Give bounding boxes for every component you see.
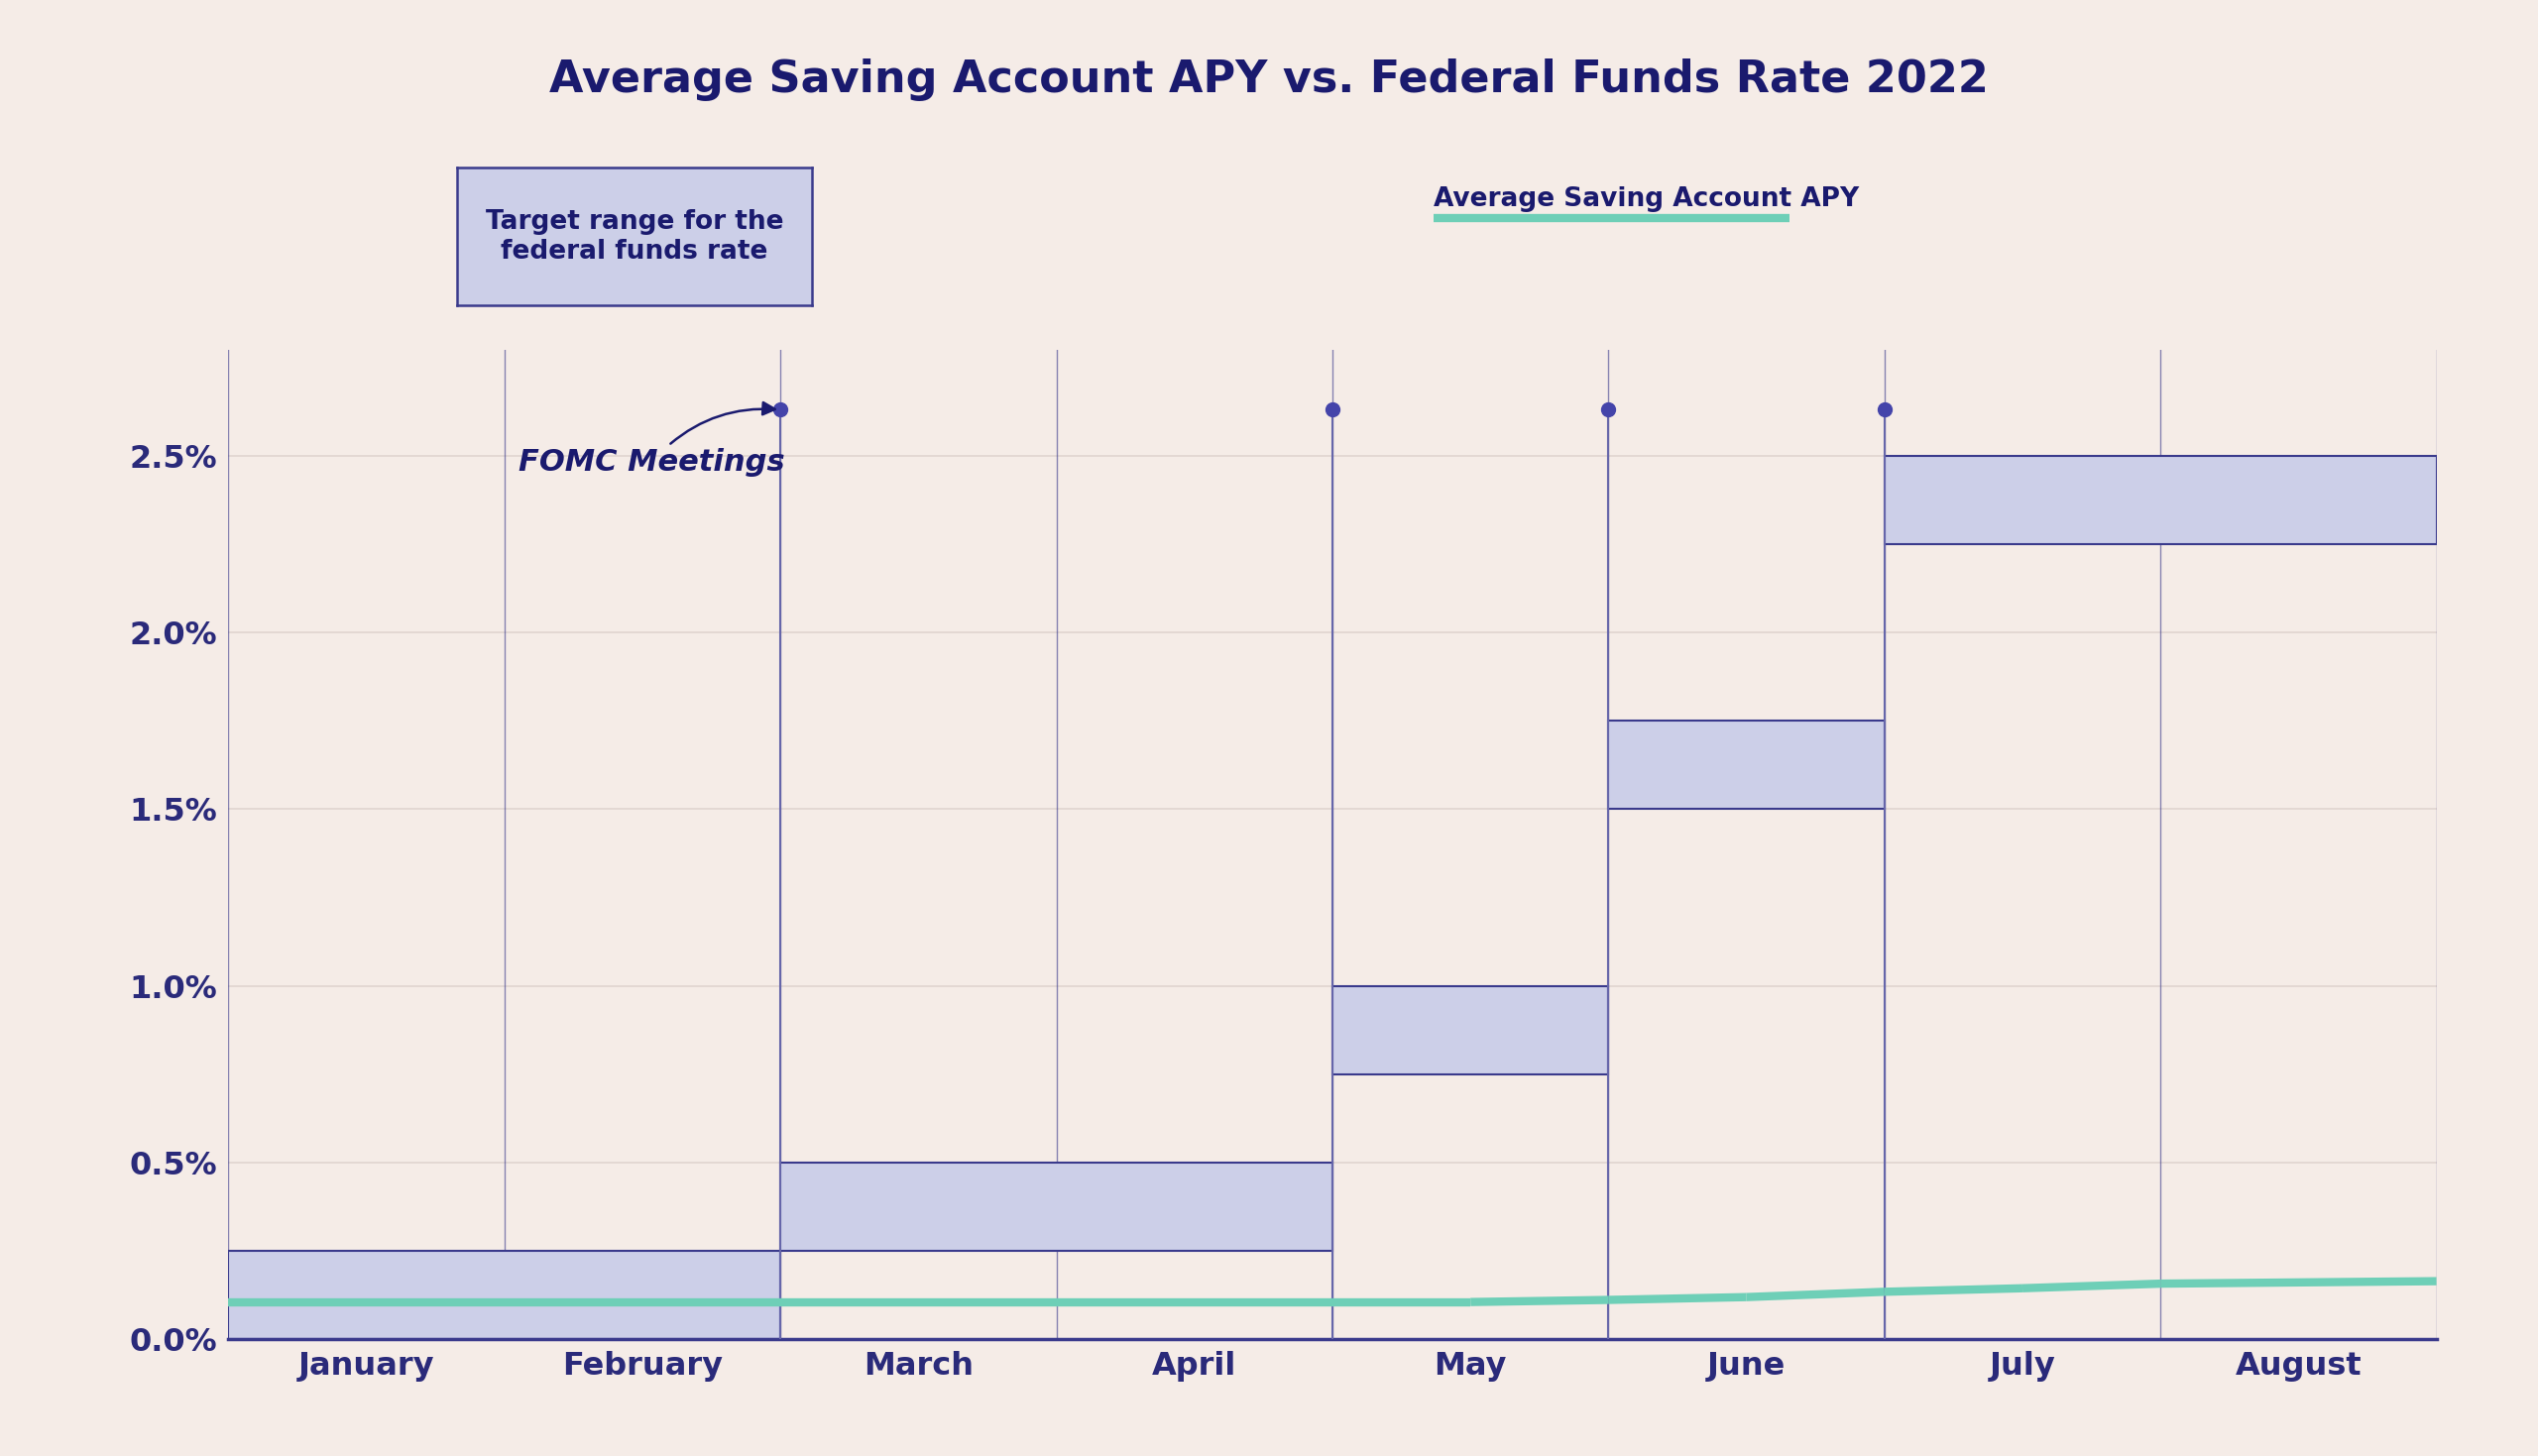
Bar xyxy=(1883,456,2436,545)
Text: FOMC Meetings: FOMC Meetings xyxy=(518,402,784,478)
Text: Target range for the
federal funds rate: Target range for the federal funds rate xyxy=(485,208,784,265)
Bar xyxy=(1609,721,1883,810)
Text: Average Saving Account APY: Average Saving Account APY xyxy=(1434,186,1860,213)
Bar xyxy=(228,1251,782,1340)
Bar xyxy=(1332,986,1609,1075)
Text: Average Saving Account APY vs. Federal Funds Rate 2022: Average Saving Account APY vs. Federal F… xyxy=(548,58,1990,100)
Bar xyxy=(782,1163,1332,1251)
